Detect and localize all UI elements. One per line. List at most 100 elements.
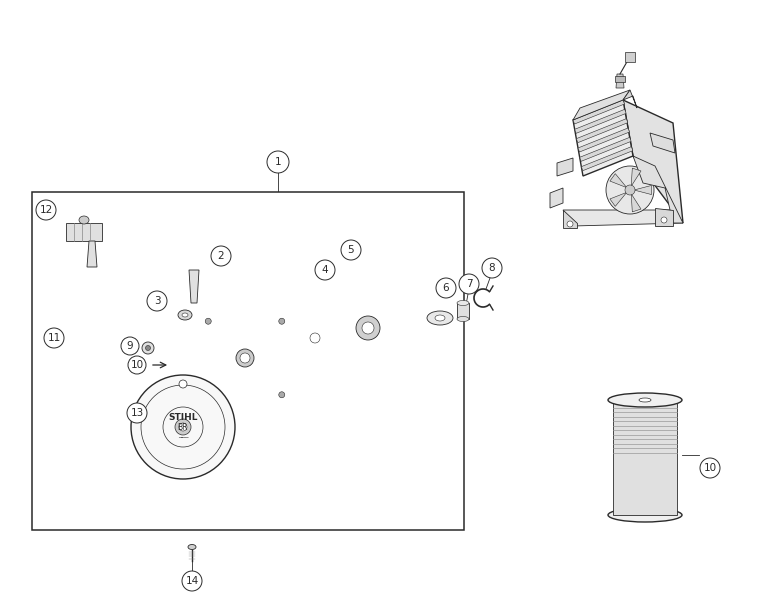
Polygon shape bbox=[610, 173, 627, 188]
Circle shape bbox=[142, 342, 154, 354]
Ellipse shape bbox=[178, 310, 192, 320]
Polygon shape bbox=[563, 210, 683, 226]
Polygon shape bbox=[576, 119, 628, 143]
Ellipse shape bbox=[79, 216, 89, 224]
Polygon shape bbox=[574, 110, 626, 133]
Text: 6: 6 bbox=[443, 283, 449, 293]
Circle shape bbox=[482, 258, 502, 278]
Circle shape bbox=[606, 166, 654, 214]
Polygon shape bbox=[650, 133, 675, 153]
Polygon shape bbox=[279, 346, 312, 385]
Polygon shape bbox=[318, 346, 351, 385]
Polygon shape bbox=[578, 128, 630, 152]
Polygon shape bbox=[189, 270, 199, 303]
Text: 9: 9 bbox=[127, 341, 133, 351]
Circle shape bbox=[260, 283, 370, 393]
Polygon shape bbox=[78, 253, 120, 336]
Polygon shape bbox=[550, 188, 563, 208]
Circle shape bbox=[236, 349, 254, 367]
Text: 7: 7 bbox=[466, 279, 472, 289]
Polygon shape bbox=[318, 291, 351, 330]
Polygon shape bbox=[557, 158, 573, 176]
Circle shape bbox=[278, 318, 285, 324]
Circle shape bbox=[175, 419, 191, 435]
Text: 14: 14 bbox=[186, 576, 199, 586]
Circle shape bbox=[146, 346, 150, 350]
Polygon shape bbox=[563, 210, 577, 228]
Polygon shape bbox=[623, 100, 683, 223]
Polygon shape bbox=[457, 303, 469, 319]
Polygon shape bbox=[615, 76, 625, 82]
Polygon shape bbox=[327, 323, 363, 353]
Text: GUS: GUS bbox=[160, 276, 421, 383]
Circle shape bbox=[625, 185, 635, 195]
Text: 10: 10 bbox=[130, 360, 143, 370]
Circle shape bbox=[362, 322, 374, 334]
Ellipse shape bbox=[639, 398, 651, 402]
Ellipse shape bbox=[188, 544, 196, 550]
Circle shape bbox=[121, 337, 139, 355]
Circle shape bbox=[661, 217, 667, 223]
Polygon shape bbox=[633, 156, 683, 223]
Circle shape bbox=[436, 278, 456, 298]
Text: 10: 10 bbox=[703, 463, 716, 473]
Text: BR: BR bbox=[178, 423, 188, 432]
Polygon shape bbox=[573, 90, 630, 120]
Circle shape bbox=[303, 326, 327, 350]
Polygon shape bbox=[573, 100, 633, 176]
Circle shape bbox=[459, 274, 479, 294]
Circle shape bbox=[131, 375, 235, 479]
Ellipse shape bbox=[608, 508, 682, 522]
Circle shape bbox=[240, 353, 250, 363]
Polygon shape bbox=[573, 100, 624, 124]
Ellipse shape bbox=[457, 317, 469, 321]
Polygon shape bbox=[623, 90, 637, 108]
Text: 8: 8 bbox=[489, 263, 495, 273]
Circle shape bbox=[179, 423, 187, 431]
Bar bbox=[32, 192, 464, 530]
Text: 4: 4 bbox=[321, 265, 328, 275]
Ellipse shape bbox=[435, 315, 445, 321]
Polygon shape bbox=[610, 193, 627, 206]
Circle shape bbox=[356, 316, 380, 340]
Text: 2: 2 bbox=[218, 251, 224, 261]
Polygon shape bbox=[279, 291, 312, 330]
Bar bbox=[625, 52, 635, 62]
Circle shape bbox=[36, 200, 56, 220]
Text: ___: ___ bbox=[178, 432, 188, 438]
Circle shape bbox=[278, 392, 285, 398]
Polygon shape bbox=[580, 137, 631, 161]
Circle shape bbox=[310, 333, 320, 343]
Circle shape bbox=[147, 291, 167, 311]
Circle shape bbox=[44, 328, 64, 348]
Text: 3: 3 bbox=[153, 296, 160, 306]
Circle shape bbox=[211, 246, 231, 266]
Circle shape bbox=[700, 458, 720, 478]
Polygon shape bbox=[319, 288, 327, 427]
Polygon shape bbox=[87, 241, 97, 267]
Ellipse shape bbox=[182, 313, 188, 317]
Polygon shape bbox=[616, 74, 624, 88]
Circle shape bbox=[267, 151, 289, 173]
Circle shape bbox=[128, 356, 146, 374]
Polygon shape bbox=[317, 348, 327, 368]
Circle shape bbox=[179, 380, 187, 388]
Circle shape bbox=[567, 221, 573, 227]
Text: 13: 13 bbox=[130, 408, 143, 418]
Circle shape bbox=[182, 571, 202, 591]
Ellipse shape bbox=[171, 284, 319, 432]
Polygon shape bbox=[66, 223, 102, 241]
Circle shape bbox=[206, 318, 211, 324]
Polygon shape bbox=[581, 147, 633, 170]
Circle shape bbox=[206, 392, 211, 398]
Ellipse shape bbox=[427, 311, 453, 325]
Circle shape bbox=[127, 403, 147, 423]
Polygon shape bbox=[634, 185, 651, 194]
Circle shape bbox=[310, 270, 426, 386]
Circle shape bbox=[315, 260, 335, 280]
Polygon shape bbox=[267, 323, 304, 353]
Circle shape bbox=[341, 240, 361, 260]
Polygon shape bbox=[631, 168, 641, 186]
Ellipse shape bbox=[608, 393, 682, 407]
Polygon shape bbox=[655, 208, 673, 226]
